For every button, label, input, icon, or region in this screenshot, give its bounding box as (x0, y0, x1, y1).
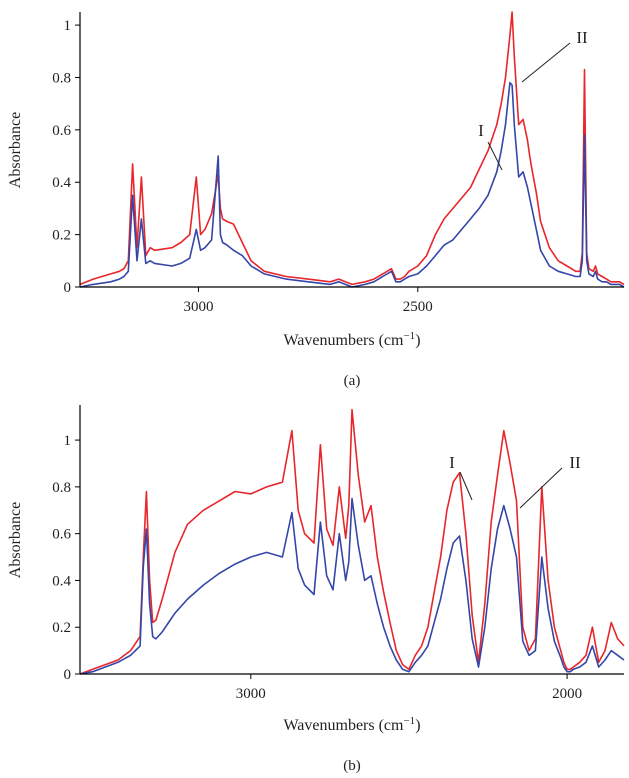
annotation-II-label: II (569, 453, 581, 472)
y-tick-label: 1 (64, 18, 72, 34)
annotation-I-label: I (449, 453, 455, 472)
chart-panel-a: 0 0.2 0.4 0.6 0.8 1 3000 2500 Wavenumbers (cm−1… (7, 11, 625, 389)
x-tick-label: 3000 (183, 299, 213, 315)
x-tick-label: 3000 (236, 686, 266, 702)
y-tick-label: 0.4 (52, 175, 71, 191)
y-tick-label: 0.2 (52, 228, 71, 244)
ticks-layer: 0 0.2 0.4 0.6 0.8 1 3000 2000 (52, 433, 582, 702)
ticks-layer: 0 0.2 0.4 0.6 0.8 1 3000 2500 (52, 18, 433, 315)
annotation-II-label: II (576, 28, 588, 47)
panel-label: (b) (343, 758, 361, 774)
panel-label: (a) (344, 373, 361, 389)
y-axis-title: Absorbance (7, 502, 24, 578)
series-line-I (79, 408, 625, 675)
x-axis-title: Wavenumbers (cm−1) (283, 715, 420, 734)
series-line-I (79, 11, 625, 286)
x-tick-label: 2500 (403, 299, 433, 315)
x-tick-label: 2000 (552, 686, 582, 702)
y-tick-label: 0.8 (52, 480, 71, 496)
y-tick-label: 0 (64, 667, 72, 683)
series-layer (79, 408, 625, 675)
annotation-II-leader (519, 467, 563, 509)
x-axis-title: Wavenumbers (cm−1) (283, 330, 420, 349)
y-tick-label: 0.6 (52, 123, 71, 139)
annotation-I-label: I (478, 121, 484, 140)
y-tick-label: 0.6 (52, 527, 71, 543)
y-tick-label: 1 (64, 433, 72, 449)
chart-panel-b: 0 0.2 0.4 0.6 0.8 1 3000 2000 Wavenumbers (cm−1… (7, 405, 625, 774)
y-tick-label: 0.4 (52, 573, 71, 589)
series-line-II (79, 81, 625, 288)
annotation-I-leader (459, 471, 473, 501)
series-line-II (79, 497, 625, 675)
annotation-II-leader (521, 42, 571, 83)
y-axis-title: Absorbance (7, 112, 24, 188)
y-tick-label: 0.8 (52, 70, 71, 86)
series-layer (79, 11, 625, 288)
annotation-I-leader (487, 141, 503, 171)
y-tick-label: 0 (64, 280, 72, 296)
y-tick-label: 0.2 (52, 620, 71, 636)
